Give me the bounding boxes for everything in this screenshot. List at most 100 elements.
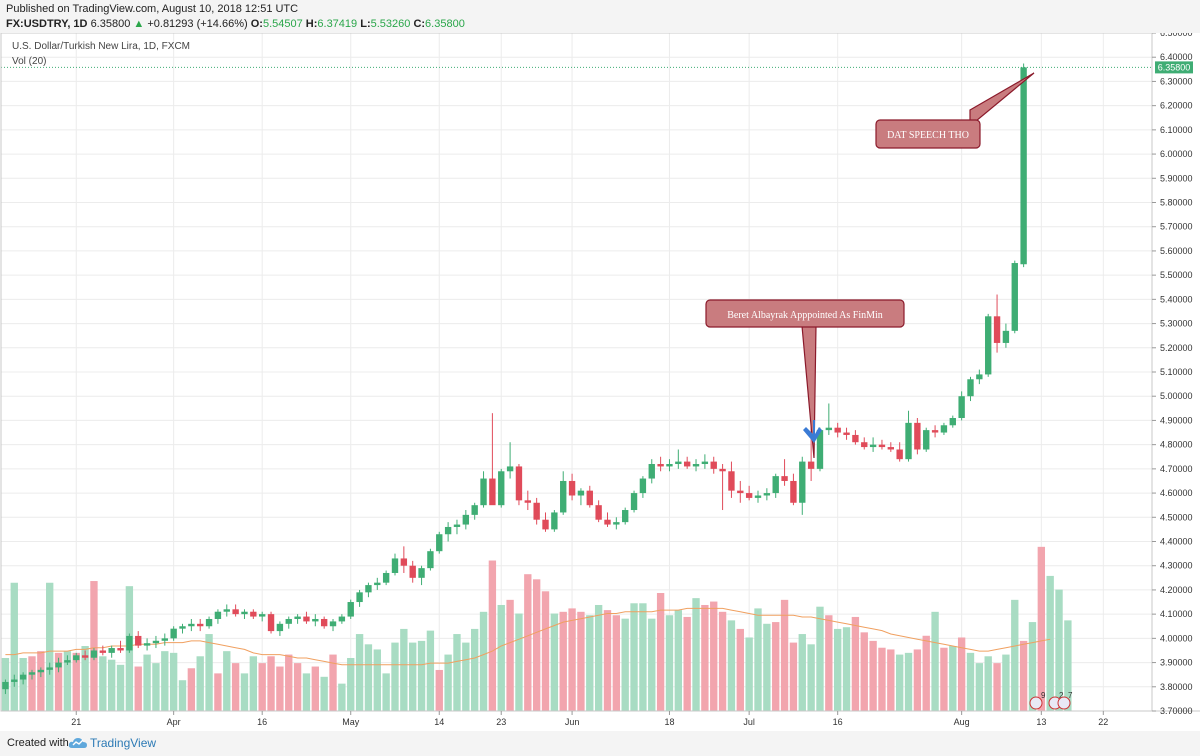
volume-bar [444, 654, 452, 711]
volume-bar [462, 642, 470, 711]
candle-body [37, 669, 45, 673]
price-chart[interactable]: 6.50000 6.40000 6.30000 6.20000 6.10000 6.000… [0, 33, 1200, 731]
candle-body [630, 493, 638, 511]
volume-bar [471, 628, 479, 711]
x-tick-label: Jul [743, 717, 755, 727]
candle-body [666, 464, 673, 467]
volume-bar [99, 656, 107, 711]
volume-bar [267, 656, 275, 711]
candle-body [19, 674, 27, 680]
candle-body [471, 505, 478, 515]
volume-bar [63, 651, 72, 711]
candle [480, 471, 487, 508]
volume-bar [807, 644, 815, 711]
candle-body [267, 614, 275, 632]
volume-bar [913, 649, 922, 711]
volume-bar [860, 632, 868, 711]
candle-body [683, 461, 691, 467]
candle-body [436, 534, 443, 552]
volume-bar [798, 634, 806, 711]
y-tick-label: 5.90000 [1160, 173, 1193, 183]
candle-body [365, 585, 372, 593]
candle-body [11, 679, 18, 682]
candle [745, 485, 753, 501]
volume-bar [966, 652, 975, 711]
callout-finmin[interactable]: Beret Albayrak Apppointed As FinMin [705, 299, 905, 459]
candle [515, 464, 523, 506]
candle-body [152, 640, 160, 644]
candle [878, 439, 886, 450]
candle [19, 672, 27, 685]
candle-body [763, 493, 771, 496]
candle-body [657, 464, 664, 467]
candle-body [799, 461, 806, 503]
candle [329, 618, 337, 632]
low-label: L: [360, 18, 371, 30]
volume-bar [594, 604, 603, 711]
volume-bar [302, 673, 311, 711]
x-tick-label: 18 [664, 717, 674, 727]
candle-body [170, 628, 177, 639]
candle [312, 614, 319, 627]
y-tick-label: 4.80000 [1160, 440, 1193, 450]
candle [595, 500, 602, 523]
candle-body [852, 434, 859, 443]
candle-body [28, 672, 36, 675]
candle [294, 614, 301, 624]
y-tick-label: 5.10000 [1160, 367, 1193, 377]
candle-body [312, 618, 319, 622]
candle-body [515, 466, 523, 501]
candle [161, 633, 168, 646]
volume-bar [1064, 620, 1072, 711]
volume-bar [550, 613, 559, 711]
candle [418, 565, 425, 586]
volume-bar [515, 613, 523, 711]
candle-body [719, 468, 726, 472]
volume-bar [612, 615, 621, 711]
volume-bar [417, 640, 426, 711]
candle-body [542, 519, 549, 530]
candle [931, 425, 939, 438]
callout-speech[interactable]: DAT SPEECH THO [875, 72, 1035, 149]
tradingview-brand-link[interactable]: TradingView [90, 736, 157, 750]
event-flags[interactable]: 9 2 7 [1029, 691, 1073, 710]
candle-body [2, 681, 9, 690]
candle-body [923, 430, 930, 450]
candle [400, 546, 408, 573]
candle [462, 510, 470, 530]
volume-bar [196, 656, 204, 711]
candle [728, 461, 735, 498]
candle [524, 490, 531, 511]
volume-bar [683, 616, 691, 711]
candle [152, 635, 160, 649]
volume-bar [736, 628, 744, 711]
candle-body [613, 522, 620, 525]
candle [834, 422, 841, 438]
candle [976, 369, 983, 385]
volume-bar [603, 610, 612, 711]
candle-body [374, 582, 381, 586]
candle [825, 403, 833, 435]
candle [763, 488, 771, 501]
blue-arrow-icon [803, 420, 822, 443]
candle [365, 582, 372, 598]
volume-bar [895, 654, 904, 711]
candle-body [728, 471, 735, 491]
candle-body [205, 618, 213, 627]
candle [11, 674, 18, 687]
volume-bar [72, 652, 80, 711]
tradingview-cloud-icon[interactable] [68, 736, 88, 750]
event-flag-count-2: 2 [1059, 691, 1064, 700]
candle-body [498, 471, 505, 506]
published-info: Published on TradingView.com, August 10,… [6, 3, 299, 15]
candle [444, 522, 452, 542]
candle [683, 456, 691, 469]
candle-body [568, 480, 576, 496]
y-tick-label: 6.10000 [1160, 125, 1193, 135]
y-tick-label: 5.00000 [1160, 391, 1193, 401]
volume-bar [400, 628, 408, 711]
candle [993, 294, 1001, 353]
candle [1002, 323, 1010, 348]
volume-bar [586, 615, 594, 711]
volume-bar [1028, 622, 1037, 711]
